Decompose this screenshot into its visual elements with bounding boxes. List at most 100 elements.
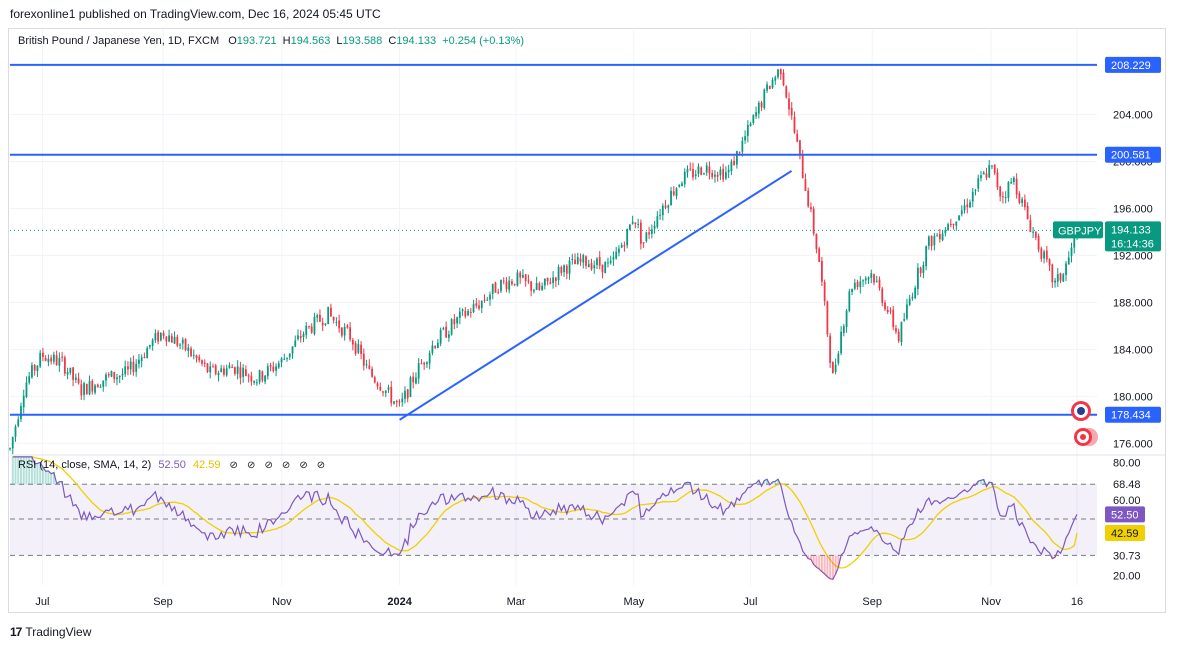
candle-body [574, 259, 576, 265]
candle-body [637, 223, 640, 225]
candle-body [209, 366, 212, 373]
candle-body [277, 363, 280, 368]
candle-body [659, 214, 661, 216]
candle-body [859, 281, 862, 288]
candle-body [387, 387, 390, 390]
candle-body [165, 336, 168, 342]
candle-body [870, 273, 873, 278]
price-axis-tick: 184.000 [1113, 344, 1153, 356]
candle-body [50, 357, 53, 362]
candle-body [472, 304, 475, 313]
candle-body [933, 235, 936, 246]
candle-body [255, 382, 258, 384]
change-value: +0.254 (+0.13%) [442, 35, 525, 47]
eye-off-icon[interactable]: ⊘ [299, 460, 308, 471]
candle-body [489, 294, 491, 300]
candle-body [900, 322, 903, 343]
rsi-sma-line [12, 456, 1078, 569]
candle-body [604, 262, 607, 274]
eye-off-icon[interactable]: ⊘ [281, 460, 291, 471]
candle-body [631, 221, 634, 224]
candle-body [212, 366, 214, 368]
candle-body [653, 225, 656, 229]
candle-body [719, 169, 722, 176]
candle-body [138, 359, 140, 364]
candle-body [757, 102, 760, 114]
candle-body [557, 266, 560, 281]
candle-body [840, 331, 843, 354]
candle-body [1037, 236, 1040, 250]
candle-body [667, 205, 670, 208]
candle-body [85, 384, 88, 395]
candle-body [601, 264, 604, 273]
candle-body [724, 172, 727, 179]
candle-body [291, 346, 294, 354]
candle-body [749, 123, 752, 126]
candle-body [661, 205, 664, 216]
candle-body [127, 366, 129, 370]
candle-body [919, 267, 922, 274]
candle-body [96, 384, 99, 388]
candle-body [1021, 199, 1024, 204]
candle-body [88, 380, 91, 395]
candle-body [467, 310, 469, 316]
candle-body [393, 401, 395, 404]
candle-body [618, 248, 620, 253]
candle-body [228, 365, 231, 369]
candle-body [502, 280, 505, 282]
candle-body [565, 265, 568, 274]
candle-body [66, 372, 69, 375]
candle-body [988, 165, 991, 178]
candle-body [99, 386, 102, 388]
eye-off-icon[interactable]: ⊘ [264, 460, 273, 471]
candle-body [480, 300, 483, 308]
candle-body [39, 353, 42, 367]
candle-body [61, 356, 64, 358]
candle-body [170, 335, 173, 343]
price-level-label: 200.581 [1111, 150, 1151, 162]
candle-body [571, 258, 574, 260]
candle-body [283, 358, 286, 360]
time-axis-label: Sep [153, 596, 173, 608]
price-level-badge [1105, 146, 1161, 163]
candle-body [969, 202, 971, 208]
candle-body [157, 332, 160, 342]
candle-body [478, 305, 480, 309]
trend-line[interactable] [399, 170, 793, 421]
candle-body [398, 401, 401, 403]
candle-body [716, 174, 719, 177]
candle-body [903, 319, 906, 321]
candle-body [201, 360, 203, 364]
candle-body [431, 345, 434, 353]
candle-body [826, 301, 829, 335]
eye-off-icon[interactable]: ⊘ [229, 460, 238, 471]
candle-body [949, 223, 952, 226]
eye-off-icon[interactable]: ⊘ [316, 460, 326, 471]
candle-body [442, 328, 445, 330]
candle-body [530, 281, 533, 291]
candle-body [102, 380, 105, 387]
candles-group [9, 68, 1078, 455]
candle-body [944, 229, 947, 234]
candle-body [351, 339, 354, 345]
candle-body [607, 262, 609, 264]
candle-body [821, 260, 823, 282]
candle-body [198, 356, 201, 361]
eye-off-icon[interactable]: ⊘ [246, 460, 256, 471]
candle-body [72, 367, 74, 380]
candle-body [1013, 177, 1015, 182]
last-price-label: 194.133 [1111, 224, 1151, 236]
candle-body [187, 347, 190, 352]
candle-body [746, 124, 749, 137]
candle-body [176, 336, 179, 346]
candle-body [223, 368, 225, 375]
candle-body [648, 232, 650, 235]
candle-body [938, 234, 941, 240]
candle-body [33, 364, 36, 371]
candle-body [475, 303, 478, 306]
candle-body [576, 257, 579, 265]
candle-body [884, 302, 886, 310]
rsi-sma-legend-value: 42.59 [192, 459, 221, 471]
candle-body [1059, 273, 1062, 281]
